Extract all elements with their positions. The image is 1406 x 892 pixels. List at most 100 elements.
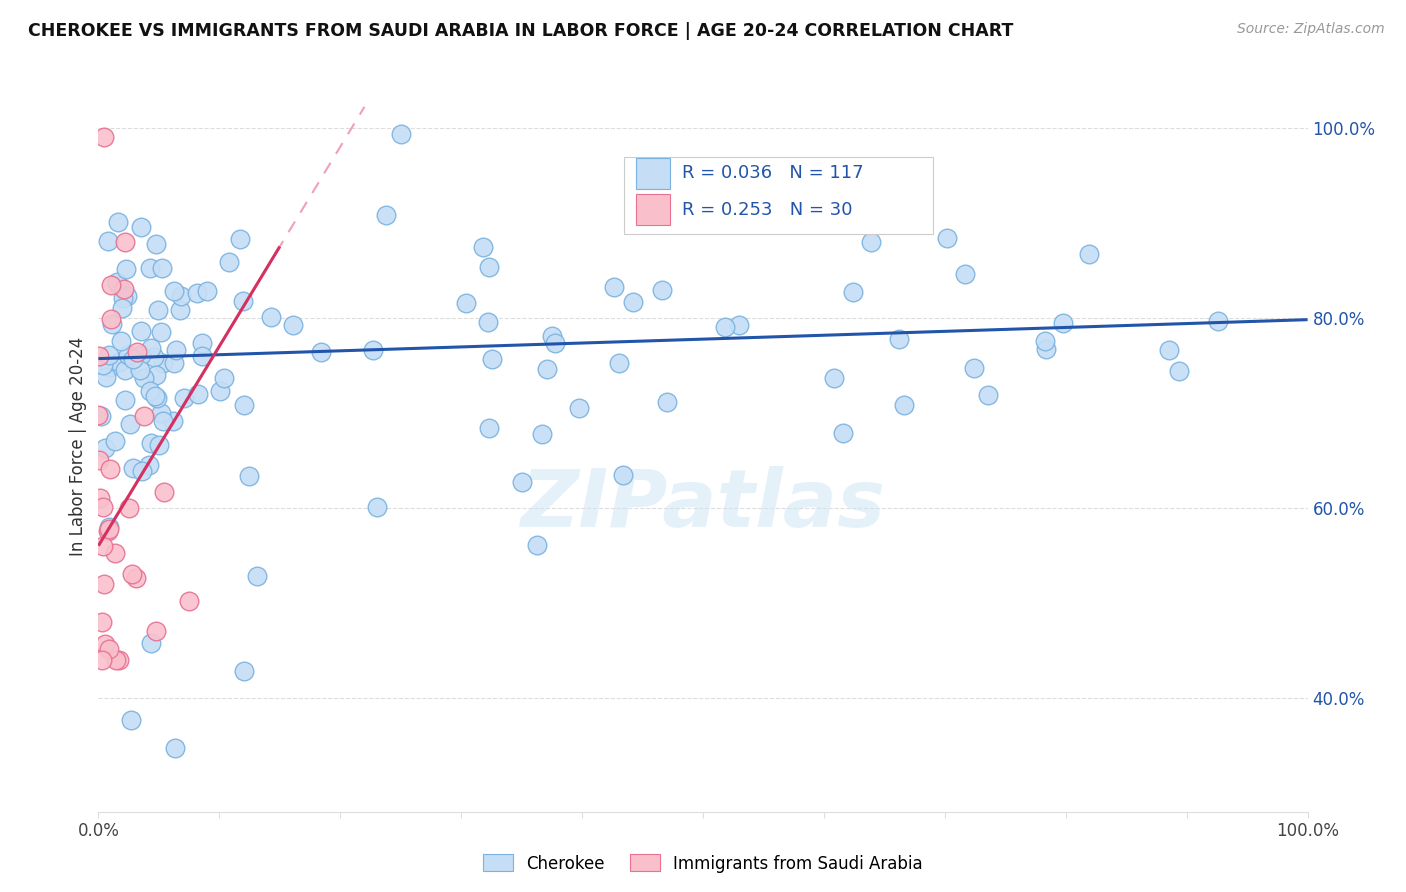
Point bbox=[963, 361, 986, 376]
Point bbox=[187, 386, 209, 401]
Point bbox=[186, 286, 208, 301]
Point bbox=[612, 467, 634, 482]
Point bbox=[148, 438, 170, 452]
Point bbox=[114, 235, 136, 249]
Point bbox=[120, 713, 142, 727]
Point bbox=[97, 234, 120, 248]
Point bbox=[93, 576, 115, 591]
Point bbox=[97, 520, 120, 534]
Point bbox=[163, 284, 186, 298]
Point bbox=[148, 302, 170, 317]
Point bbox=[98, 522, 121, 536]
Point bbox=[105, 275, 128, 289]
Point bbox=[93, 130, 115, 145]
Point bbox=[163, 740, 186, 755]
Point bbox=[530, 426, 553, 441]
Bar bbox=[637, 194, 671, 225]
Point bbox=[361, 343, 384, 358]
Point bbox=[191, 349, 214, 363]
Point bbox=[111, 301, 134, 315]
Point bbox=[145, 624, 167, 639]
Point bbox=[121, 566, 143, 581]
Point bbox=[131, 464, 153, 478]
Point bbox=[139, 342, 162, 356]
Point bbox=[478, 260, 501, 274]
Point bbox=[101, 317, 124, 331]
Point bbox=[118, 501, 141, 516]
Point bbox=[89, 491, 111, 505]
Point bbox=[98, 461, 121, 475]
Text: Source: ZipAtlas.com: Source: ZipAtlas.com bbox=[1237, 22, 1385, 37]
Point bbox=[134, 371, 156, 385]
Point bbox=[139, 260, 162, 275]
Point bbox=[139, 384, 162, 398]
Point bbox=[108, 354, 131, 368]
Point bbox=[129, 348, 152, 362]
Point bbox=[141, 636, 163, 650]
Point bbox=[145, 368, 167, 383]
Point bbox=[260, 310, 283, 324]
Point bbox=[651, 283, 673, 297]
Point bbox=[150, 260, 173, 275]
Point bbox=[121, 460, 143, 475]
Point bbox=[536, 362, 558, 376]
Point bbox=[100, 312, 122, 326]
Point bbox=[141, 435, 163, 450]
Point bbox=[98, 359, 121, 374]
Point bbox=[228, 232, 250, 246]
Point bbox=[146, 391, 169, 405]
Point bbox=[728, 318, 751, 332]
Point bbox=[1168, 364, 1191, 378]
Point bbox=[107, 215, 129, 229]
Point bbox=[105, 653, 128, 667]
Point bbox=[481, 351, 503, 366]
Point bbox=[112, 282, 135, 296]
Point bbox=[169, 302, 191, 317]
Point bbox=[208, 384, 231, 399]
Point bbox=[366, 500, 388, 515]
Bar bbox=[637, 158, 671, 188]
Y-axis label: In Labor Force | Age 20-24: In Labor Force | Age 20-24 bbox=[69, 336, 87, 556]
Point bbox=[114, 363, 136, 377]
Point bbox=[568, 401, 591, 415]
Point bbox=[1206, 313, 1229, 327]
Point bbox=[104, 547, 127, 561]
Point bbox=[143, 389, 166, 403]
Point bbox=[90, 653, 112, 667]
Point bbox=[1033, 334, 1056, 349]
Point bbox=[162, 356, 184, 370]
Point bbox=[108, 653, 131, 667]
Point bbox=[1157, 343, 1180, 358]
Point bbox=[110, 334, 132, 348]
Point bbox=[232, 294, 254, 309]
Point bbox=[177, 593, 200, 607]
Point bbox=[218, 255, 240, 269]
Text: ZIPatlas: ZIPatlas bbox=[520, 466, 886, 543]
Point bbox=[607, 356, 630, 370]
Point bbox=[887, 332, 910, 346]
Point bbox=[129, 324, 152, 338]
Point bbox=[125, 571, 148, 585]
Point bbox=[108, 278, 131, 293]
Point bbox=[145, 236, 167, 251]
Point bbox=[93, 500, 115, 514]
Point bbox=[238, 468, 260, 483]
Point bbox=[91, 615, 114, 629]
Point bbox=[114, 261, 136, 276]
Point bbox=[87, 409, 110, 423]
Point bbox=[842, 285, 865, 300]
Point bbox=[138, 458, 160, 472]
Point bbox=[152, 484, 174, 499]
Point bbox=[831, 425, 853, 440]
Point bbox=[655, 394, 678, 409]
Point bbox=[173, 391, 195, 405]
Point bbox=[621, 294, 644, 309]
Point bbox=[374, 208, 396, 222]
Point bbox=[87, 349, 110, 363]
Point bbox=[152, 414, 174, 428]
Text: R = 0.253   N = 30: R = 0.253 N = 30 bbox=[682, 201, 853, 219]
Point bbox=[283, 318, 305, 333]
Point bbox=[132, 409, 155, 423]
Point bbox=[93, 637, 115, 651]
Point bbox=[232, 398, 254, 412]
